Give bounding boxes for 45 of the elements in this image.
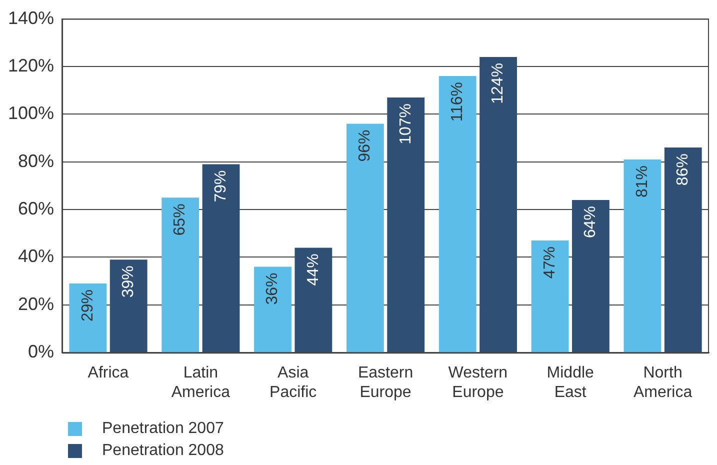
bar [346, 124, 384, 352]
x-tick-label: Asia Pacific [270, 364, 317, 401]
x-tick-label: Middle East [546, 364, 594, 401]
y-tick-label: 0% [28, 342, 54, 362]
y-tick-label: 120% [8, 55, 54, 76]
data-label: 29% [79, 289, 96, 322]
bar [387, 97, 425, 352]
x-tick-label: Latin America [171, 364, 230, 401]
y-tick-label: 20% [18, 294, 54, 314]
data-label: 96% [356, 130, 374, 162]
y-tick-label: 60% [18, 198, 54, 219]
bar [162, 198, 200, 352]
bar [624, 159, 662, 352]
data-label: 79% [212, 170, 230, 202]
data-label: 65% [172, 204, 189, 236]
data-label: 81% [634, 165, 651, 198]
bar [294, 248, 332, 352]
bar [531, 240, 569, 352]
bar [438, 76, 476, 352]
legend-label: Penetration 2008 [102, 442, 224, 460]
data-label: 64% [582, 206, 600, 238]
y-tick-label: 140% [8, 8, 54, 28]
x-tick-label: North America [633, 364, 692, 401]
x-tick-label: Eastern Europe [358, 364, 414, 401]
data-label: 107% [397, 103, 414, 144]
data-label: 116% [449, 82, 466, 122]
data-label: 124% [490, 62, 507, 104]
legend-label: Penetration 2007 [102, 420, 224, 438]
data-label: 36% [264, 272, 282, 305]
y-tick-label: 100% [8, 103, 54, 124]
bar [110, 260, 148, 352]
data-label: 44% [304, 254, 322, 286]
y-tick-label: 80% [18, 150, 54, 171]
bar [572, 200, 610, 352]
data-label: 86% [674, 154, 692, 186]
bar [202, 164, 240, 352]
data-label: 47% [541, 246, 558, 279]
bar [254, 266, 292, 352]
x-tick-label: Africa [88, 364, 129, 382]
x-tick-label: Western Europe [448, 364, 508, 401]
bar [664, 148, 702, 352]
bar [69, 283, 107, 352]
bar [480, 56, 517, 352]
y-tick-label: 40% [18, 246, 54, 266]
data-label: 39% [120, 266, 137, 298]
